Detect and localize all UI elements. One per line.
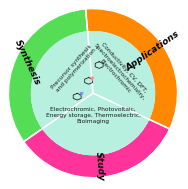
Text: Study: Study bbox=[94, 151, 105, 181]
Text: Applications: Applications bbox=[124, 29, 181, 73]
Wedge shape bbox=[9, 9, 88, 142]
Text: Electrochromic, Photovoltaic,
Energy storage, Thermoelectric,
Bioimaging: Electrochromic, Photovoltaic, Energy sto… bbox=[45, 106, 140, 124]
Wedge shape bbox=[86, 9, 177, 129]
Text: Precursor synthesis
and polymerization: Precursor synthesis and polymerization bbox=[50, 43, 97, 94]
Text: Synthesis: Synthesis bbox=[12, 38, 41, 87]
Text: Conductivity, CV, DFT,
Spectroelectrochemistry,
Electrochromic: Conductivity, CV, DFT, Spectroelectroche… bbox=[88, 39, 151, 105]
Wedge shape bbox=[24, 119, 170, 178]
Circle shape bbox=[31, 32, 155, 155]
